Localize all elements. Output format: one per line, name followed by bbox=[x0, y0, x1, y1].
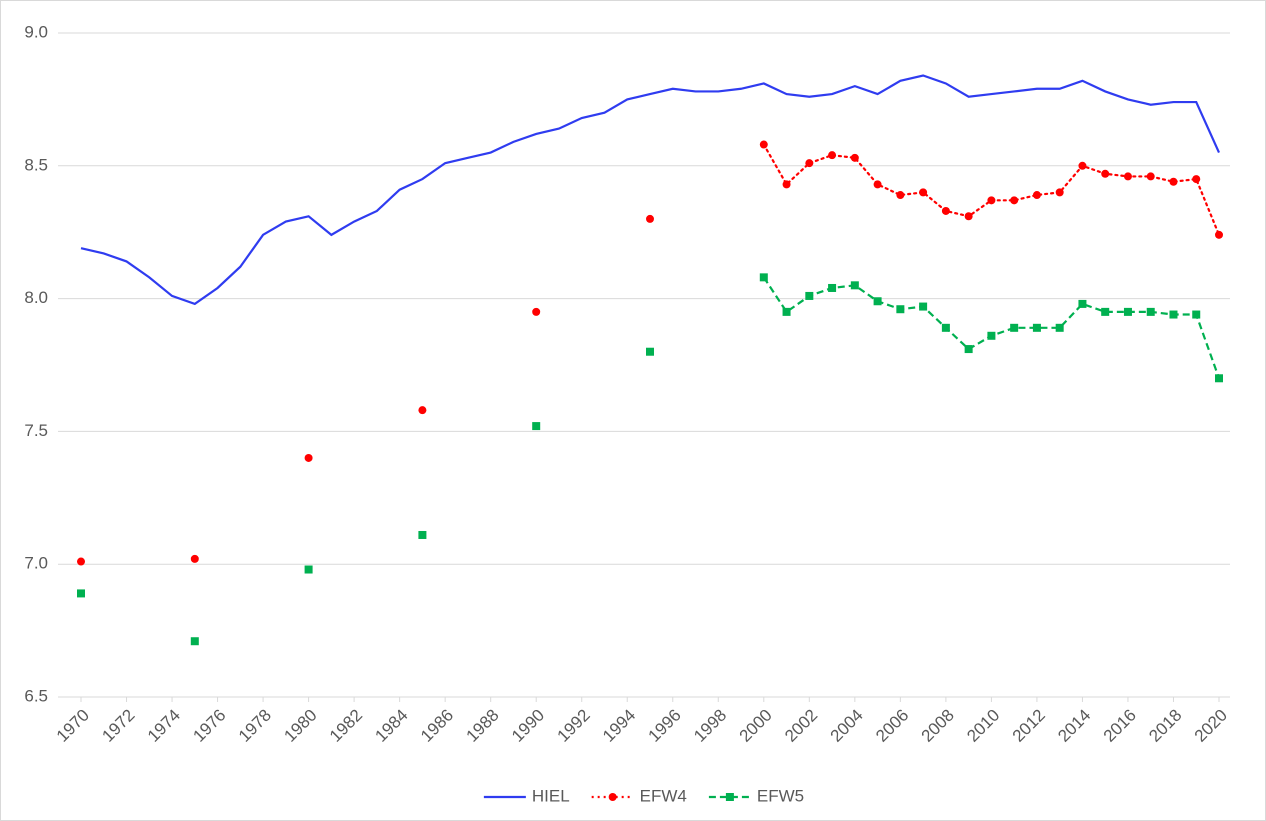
marker bbox=[418, 530, 427, 539]
marker bbox=[1169, 177, 1178, 186]
marker bbox=[850, 153, 859, 162]
marker bbox=[1078, 299, 1087, 308]
marker bbox=[1215, 230, 1223, 239]
marker bbox=[873, 297, 882, 306]
y-tick-label: 6.5 bbox=[24, 686, 48, 705]
legend-marker bbox=[608, 793, 617, 801]
marker bbox=[805, 159, 814, 168]
marker bbox=[782, 180, 791, 189]
legend-label: EFW5 bbox=[757, 786, 804, 805]
marker bbox=[1192, 310, 1201, 319]
legend-marker bbox=[725, 793, 734, 801]
marker bbox=[828, 151, 837, 160]
marker bbox=[304, 565, 313, 574]
marker bbox=[1055, 188, 1064, 197]
marker bbox=[304, 453, 313, 462]
marker bbox=[987, 196, 996, 205]
marker bbox=[1215, 374, 1223, 383]
y-tick-label: 7.0 bbox=[24, 554, 48, 573]
marker bbox=[964, 345, 973, 354]
marker bbox=[1010, 196, 1019, 205]
marker bbox=[1192, 175, 1201, 184]
legend: HIEL EFW4 EFW5 bbox=[483, 786, 804, 805]
marker bbox=[850, 281, 859, 290]
marker bbox=[646, 214, 654, 223]
marker bbox=[873, 180, 882, 189]
marker bbox=[919, 302, 928, 311]
marker bbox=[77, 589, 85, 598]
marker bbox=[896, 191, 905, 200]
marker bbox=[1169, 310, 1178, 319]
y-tick-label: 9.0 bbox=[24, 22, 48, 41]
marker bbox=[987, 331, 996, 340]
legend-label: EFW4 bbox=[640, 786, 687, 805]
marker bbox=[77, 557, 85, 566]
marker bbox=[941, 206, 950, 215]
marker bbox=[418, 406, 427, 415]
marker bbox=[759, 140, 768, 149]
marker bbox=[1146, 307, 1155, 316]
marker bbox=[1123, 172, 1132, 181]
marker bbox=[941, 323, 950, 332]
marker bbox=[532, 422, 541, 431]
marker bbox=[1101, 307, 1110, 316]
marker bbox=[964, 212, 973, 221]
marker bbox=[828, 283, 837, 292]
marker bbox=[1101, 169, 1110, 178]
marker bbox=[1010, 323, 1019, 332]
legend-label: HIEL bbox=[532, 786, 570, 805]
marker bbox=[759, 273, 768, 282]
marker bbox=[1078, 161, 1087, 170]
marker bbox=[190, 554, 199, 563]
y-tick-label: 7.5 bbox=[24, 421, 48, 440]
marker bbox=[896, 305, 905, 314]
marker bbox=[1032, 191, 1041, 200]
marker bbox=[646, 347, 654, 356]
marker bbox=[190, 637, 199, 646]
y-tick-label: 8.0 bbox=[24, 288, 48, 307]
marker bbox=[782, 307, 791, 316]
marker bbox=[532, 307, 541, 316]
marker bbox=[1032, 323, 1041, 332]
marker bbox=[1055, 323, 1064, 332]
marker bbox=[919, 188, 928, 197]
marker bbox=[805, 291, 814, 300]
marker bbox=[1146, 172, 1155, 181]
marker bbox=[1123, 307, 1132, 316]
series-line bbox=[80, 74, 1221, 306]
y-tick-label: 8.5 bbox=[24, 155, 48, 174]
